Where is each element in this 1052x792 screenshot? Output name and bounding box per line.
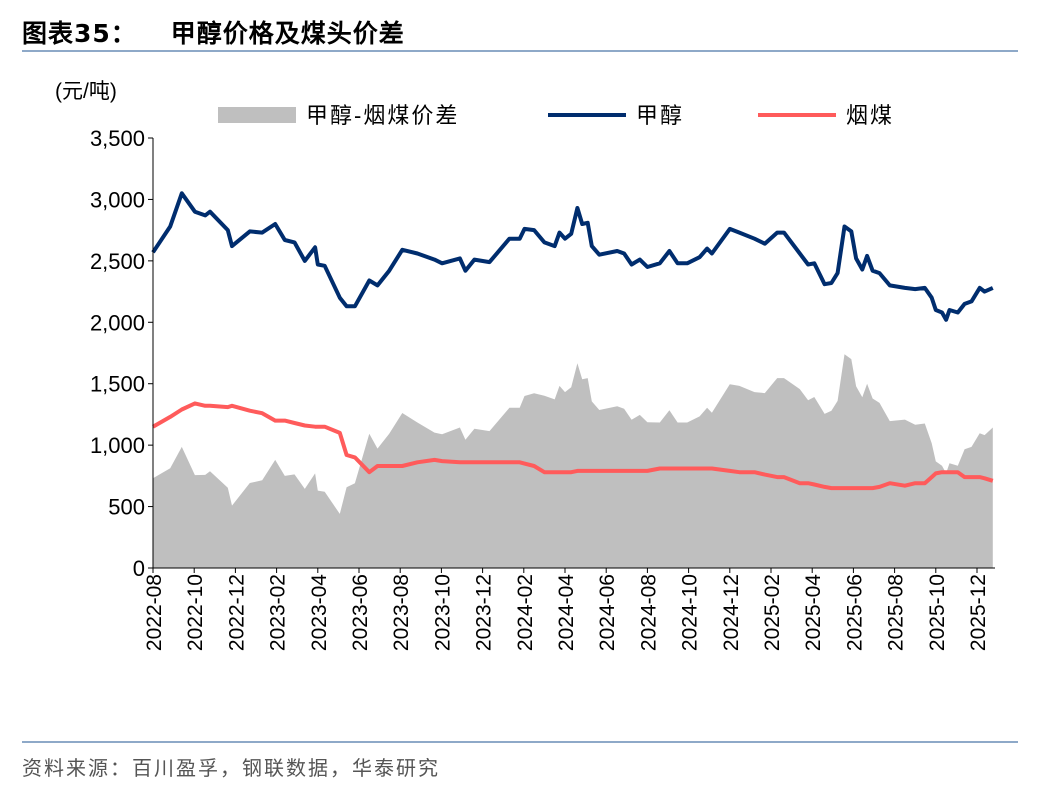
x-tick-label: 2023-08 bbox=[390, 574, 413, 651]
y-tick-label: 3,500 bbox=[90, 126, 145, 151]
x-tick-label: 2024-08 bbox=[637, 574, 660, 651]
footer-divider bbox=[22, 741, 1018, 743]
x-tick-label: 2023-12 bbox=[473, 574, 496, 651]
series-line-methanol bbox=[151, 191, 994, 322]
x-tick-label: 2023-10 bbox=[431, 574, 454, 651]
y-tick-label: 2,500 bbox=[90, 249, 145, 274]
y-tick-label: 3,000 bbox=[90, 187, 145, 212]
x-tick-label: 2024-10 bbox=[679, 574, 702, 651]
legend-label: 烟煤 bbox=[846, 103, 894, 128]
y-tick-label: 0 bbox=[133, 556, 145, 581]
x-tick-label: 2025-04 bbox=[802, 574, 825, 651]
y-axis-unit: (元/吨) bbox=[55, 80, 117, 103]
y-tick-label: 1,000 bbox=[90, 433, 145, 458]
x-tick-label: 2025-08 bbox=[885, 574, 908, 651]
y-tick-label: 500 bbox=[108, 495, 145, 520]
x-tick-label: 2022-12 bbox=[225, 574, 248, 651]
x-tick-label: 2024-12 bbox=[720, 574, 743, 651]
x-tick-label: 2025-12 bbox=[967, 574, 990, 651]
source-note: 资料来源：百川盈孚，钢联数据，华泰研究 bbox=[22, 756, 440, 780]
x-tick-label: 2025-02 bbox=[761, 574, 784, 651]
x-tick-label: 2022-08 bbox=[143, 574, 166, 651]
x-tick-label: 2024-06 bbox=[596, 574, 619, 651]
y-tick-label: 1,500 bbox=[90, 372, 145, 397]
legend-swatch-spread bbox=[218, 107, 296, 123]
series-line-coal bbox=[152, 401, 994, 491]
x-tick-label: 2023-02 bbox=[267, 574, 290, 651]
x-tick-label: 2024-02 bbox=[514, 574, 537, 651]
chart-title: 甲醇价格及煤头价差 bbox=[170, 19, 405, 48]
x-tick-label: 2023-06 bbox=[349, 574, 372, 651]
y-tick-label: 2,000 bbox=[90, 310, 145, 335]
legend-label: 甲醇 bbox=[636, 103, 684, 128]
x-tick-label: 2025-10 bbox=[926, 574, 949, 651]
figure-title: 图表35： 甲醇价格及煤头价差 bbox=[22, 14, 405, 50]
x-tick-label: 2024-04 bbox=[555, 574, 578, 651]
figure-number: 图表35： bbox=[22, 19, 137, 48]
x-tick-label: 2023-04 bbox=[308, 574, 331, 651]
series-area-spread bbox=[153, 354, 993, 568]
legend-label: 甲醇-烟煤价差 bbox=[306, 103, 459, 128]
x-tick-label: 2025-06 bbox=[843, 574, 866, 651]
x-tick-label: 2022-10 bbox=[184, 574, 207, 651]
title-divider bbox=[22, 50, 1018, 52]
